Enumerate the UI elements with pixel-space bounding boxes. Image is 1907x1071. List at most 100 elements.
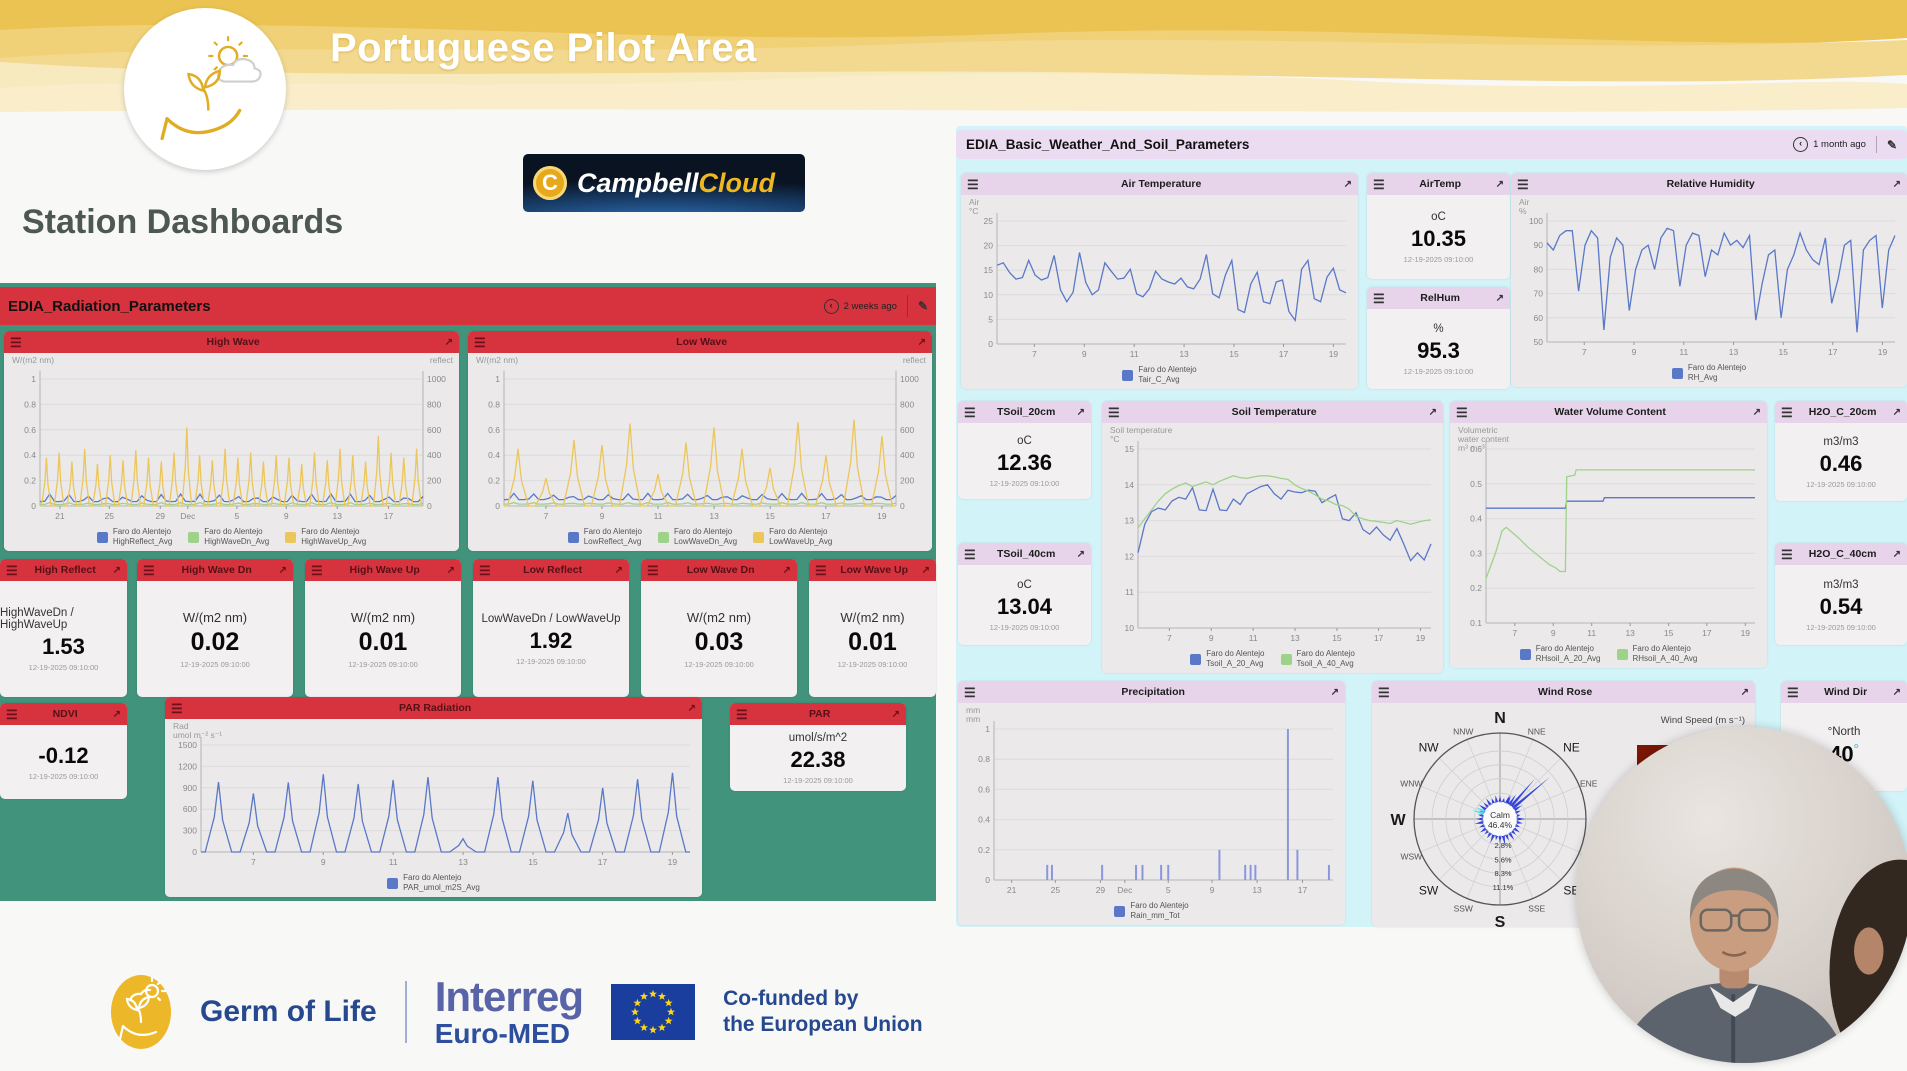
precipitation-chart[interactable]: mm mm 0 0.2 0.4 0.6 0.8 1 21 25 29 Dec 5 9 13 17 Faro do… <box>958 703 1345 925</box>
expand-icon[interactable]: ↗ <box>112 564 121 576</box>
menu-icon[interactable]: ☰ <box>1787 684 1799 700</box>
chart-title: Wind Rose <box>1538 686 1593 698</box>
expand-icon[interactable]: ↗ <box>1892 178 1901 190</box>
menu-icon[interactable]: ☰ <box>964 684 976 700</box>
legend-item[interactable]: Faro do Alentejo RH_Avg <box>1671 363 1746 382</box>
svg-text:13: 13 <box>332 511 342 521</box>
last-updated[interactable]: ‹ 2 weeks ago <box>823 298 897 314</box>
expand-icon[interactable]: ↗ <box>1752 406 1761 418</box>
low-wave-chart[interactable]: W/(m2 nm) reflect 0 0.2 0.4 0.6 0.8 1 0 200 400 600… <box>468 353 932 551</box>
menu-icon[interactable]: ☰ <box>1456 404 1468 420</box>
menu-icon[interactable]: ☰ <box>967 176 979 192</box>
card-low-wave-dn: ☰ Low Wave Dn ↗ W/(m2 nm) 0.03 12-19-202… <box>641 559 797 697</box>
history-icon[interactable]: ‹ <box>823 298 839 314</box>
legend-item[interactable]: Faro do Alentejo HighWaveUp_Avg <box>285 527 366 546</box>
expand-icon[interactable]: ↗ <box>1495 178 1504 190</box>
menu-icon[interactable]: ☰ <box>1373 290 1385 306</box>
eu-flag-icon <box>611 984 696 1040</box>
menu-icon[interactable]: ☰ <box>964 404 976 420</box>
legend-item[interactable]: Faro do Alentejo LowWaveDn_Avg <box>657 527 737 546</box>
legend-item[interactable]: Faro do Alentejo RHsoil_A_40_Avg <box>1616 644 1697 663</box>
edit-dashboard-icon[interactable]: ✎ <box>1886 137 1897 152</box>
expand-icon[interactable]: ↗ <box>917 336 926 348</box>
value: 0.46 <box>1819 450 1863 476</box>
legend-item[interactable]: Faro do Alentejo Rain_mm_Tot <box>1114 901 1189 920</box>
expand-icon[interactable]: ↗ <box>1428 406 1437 418</box>
menu-icon[interactable]: ☰ <box>964 546 976 562</box>
timestamp: 12-19-2025 09:10:00 <box>684 659 754 669</box>
svg-text:NNW: NNW <box>1453 726 1473 736</box>
expand-icon[interactable]: ↗ <box>1076 406 1085 418</box>
menu-icon[interactable]: ☰ <box>647 562 659 578</box>
svg-text:0.6: 0.6 <box>24 425 36 435</box>
menu-icon[interactable]: ☰ <box>1378 684 1390 700</box>
menu-icon[interactable]: ☰ <box>815 562 827 578</box>
svg-text:%: % <box>1519 206 1527 216</box>
soil-temperature-chart[interactable]: Soil temperature °C 10 11 12 13 14 15 7 9 11 13 15 17… <box>1102 423 1443 673</box>
menu-icon[interactable]: ☰ <box>736 706 748 722</box>
legend-item[interactable]: Faro do Alentejo LowReflect_Avg <box>567 527 642 546</box>
menu-icon[interactable]: ☰ <box>1781 546 1793 562</box>
legend-item[interactable]: Faro do Alentejo Tsoil_A_40_Avg <box>1280 649 1355 668</box>
par-radiation-chart[interactable]: Rad umol m⁻² s⁻¹ 0 300 600 900 1200 1500 7 9 11 13 1… <box>165 719 702 897</box>
legend-item[interactable]: Faro do Alentejo HighWaveDn_Avg <box>188 527 269 546</box>
menu-icon[interactable]: ☰ <box>6 562 18 578</box>
svg-text:0.6: 0.6 <box>488 425 500 435</box>
last-updated[interactable]: ‹ 1 month ago <box>1793 137 1866 152</box>
project-logo <box>124 8 286 170</box>
relative-humidity-chart[interactable]: Air% 50 60 70 80 90 100 7 9 11 13 15 17 19 Faro do Ale… <box>1511 195 1907 387</box>
value-unit: W/(m2 nm) <box>350 609 416 625</box>
svg-text:Dec: Dec <box>180 511 196 521</box>
menu-icon[interactable]: ☰ <box>171 700 183 716</box>
svg-text:17: 17 <box>598 857 608 867</box>
expand-icon[interactable]: ↗ <box>444 336 453 348</box>
svg-text:0.2: 0.2 <box>1470 583 1482 593</box>
expand-icon[interactable]: ↗ <box>1892 686 1901 698</box>
expand-icon[interactable]: ↗ <box>446 564 455 576</box>
legend-item[interactable]: Faro do Alentejo PAR_umol_m2S_Avg <box>387 873 480 892</box>
water-volume-chart[interactable]: Volumetric water content m³ m⁻³ 0.1 0.2 0.3 0.… <box>1450 423 1767 668</box>
legend-item[interactable]: Faro do Alentejo LowWaveUp_Avg <box>753 527 832 546</box>
expand-icon[interactable]: ↗ <box>687 702 696 714</box>
menu-icon[interactable]: ☰ <box>6 706 18 722</box>
air-temperature-chart[interactable]: Air °C 0 5 10 15 20 25 7 9 11 13 15 17 19 Faro do Alent… <box>961 195 1358 389</box>
history-icon[interactable]: ‹ <box>1793 137 1809 152</box>
svg-text:SE: SE <box>1563 883 1579 897</box>
expand-icon[interactable]: ↗ <box>921 564 930 576</box>
expand-icon[interactable]: ↗ <box>112 708 121 720</box>
svg-text:11: 11 <box>1125 587 1134 597</box>
svg-text:11: 11 <box>1679 347 1688 357</box>
svg-text:WSW: WSW <box>1400 852 1422 862</box>
menu-icon[interactable]: ☰ <box>1108 404 1120 420</box>
expand-icon[interactable]: ↗ <box>1740 686 1749 698</box>
legend-item[interactable]: Faro do Alentejo RHsoil_A_20_Avg <box>1519 644 1601 663</box>
legend-item[interactable]: Faro do Alentejo HighReflect_Avg <box>96 527 172 546</box>
menu-icon[interactable]: ☰ <box>1781 404 1793 420</box>
expand-icon[interactable]: ↗ <box>1076 548 1085 560</box>
expand-icon[interactable]: ↗ <box>1330 686 1339 698</box>
menu-icon[interactable]: ☰ <box>1517 176 1529 192</box>
expand-icon[interactable]: ↗ <box>1892 548 1901 560</box>
menu-icon[interactable]: ☰ <box>10 334 22 350</box>
expand-icon[interactable]: ↗ <box>278 564 287 576</box>
expand-icon[interactable]: ↗ <box>1892 406 1901 418</box>
chart-legend: Faro do Alentejo HighReflect_Avg Faro do A… <box>4 523 459 551</box>
high-wave-chart[interactable]: W/(m2 nm) reflect 0 0.2 0.4 0.6 0.8 1 0 200 400 600… <box>4 353 459 551</box>
chart-card-water-volume: ☰ Water Volume Content ↗ Volumetric water… <box>1450 401 1767 668</box>
expand-icon[interactable]: ↗ <box>1495 292 1504 304</box>
menu-icon[interactable]: ☰ <box>143 562 155 578</box>
menu-icon[interactable]: ☰ <box>1373 176 1385 192</box>
menu-icon[interactable]: ☰ <box>479 562 491 578</box>
campbell-c-icon: C <box>533 166 567 200</box>
expand-icon[interactable]: ↗ <box>891 708 900 720</box>
expand-icon[interactable]: ↗ <box>614 564 623 576</box>
edit-dashboard-icon[interactable]: ✎ <box>917 299 928 313</box>
svg-text:900: 900 <box>183 783 197 793</box>
legend-item[interactable]: Faro do Alentejo Tair_C_Avg <box>1122 365 1197 384</box>
menu-icon[interactable]: ☰ <box>311 562 323 578</box>
svg-text:400: 400 <box>427 450 441 460</box>
legend-item[interactable]: Faro do Alentejo Tsoil_A_20_Avg <box>1190 649 1265 668</box>
menu-icon[interactable]: ☰ <box>474 334 486 350</box>
expand-icon[interactable]: ↗ <box>1343 178 1352 190</box>
expand-icon[interactable]: ↗ <box>782 564 791 576</box>
